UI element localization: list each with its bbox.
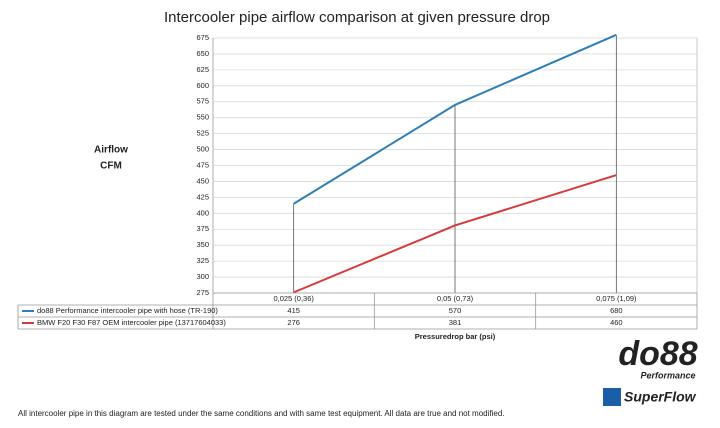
- y-tick-label: 550: [196, 113, 209, 122]
- data-label: 680: [610, 306, 623, 315]
- y-tick-label: 300: [196, 272, 209, 281]
- y-axis-label: Airflow: [94, 145, 128, 156]
- data-label: 276: [287, 318, 300, 327]
- legend-label: do88 Performance intercooler pipe with h…: [37, 306, 218, 315]
- data-label: 570: [449, 306, 462, 315]
- logo-subtext: Performance: [640, 370, 695, 380]
- y-tick-label: 625: [196, 65, 209, 74]
- data-label: 460: [610, 318, 623, 327]
- data-label: 381: [449, 318, 462, 327]
- series-line: [293, 174, 617, 294]
- x-tick-label: 0,075 (1,09): [596, 294, 637, 303]
- y-axis-label: CFM: [100, 161, 122, 172]
- y-tick-label: 525: [196, 129, 209, 138]
- y-tick-label: 500: [196, 145, 209, 154]
- legend-label: BMW F20 F30 F87 OEM intercooler pipe (13…: [37, 318, 226, 327]
- brand-logo: do88 Performance: [618, 335, 697, 380]
- y-tick-label: 400: [196, 208, 209, 217]
- data-label: 415: [287, 306, 300, 315]
- y-tick-label: 375: [196, 224, 209, 233]
- y-tick-label: 350: [196, 240, 209, 249]
- y-tick-label: 575: [196, 97, 209, 106]
- logo-text: do88: [618, 335, 697, 373]
- y-tick-label: 275: [196, 288, 209, 297]
- x-tick-label: 0,025 (0,36): [273, 294, 314, 303]
- partner-logo: SuperFlow: [603, 388, 697, 406]
- y-tick-label: 425: [196, 192, 209, 201]
- y-tick-label: 675: [196, 33, 209, 42]
- footnote: All intercooler pipe in this diagram are…: [18, 409, 505, 418]
- logo-text: SuperFlow: [624, 389, 697, 405]
- y-tick-label: 475: [196, 160, 209, 169]
- y-tick-label: 325: [196, 256, 209, 265]
- x-tick-label: 0,05 (0,73): [437, 294, 474, 303]
- series-line: [293, 33, 617, 205]
- y-tick-label: 600: [196, 81, 209, 90]
- y-tick-label: 650: [196, 49, 209, 58]
- x-axis-label: Pressuredrop bar (psi): [415, 332, 496, 341]
- y-tick-label: 450: [196, 176, 209, 185]
- chart-title: Intercooler pipe airflow comparison at g…: [164, 9, 550, 26]
- logo-icon: [603, 388, 621, 406]
